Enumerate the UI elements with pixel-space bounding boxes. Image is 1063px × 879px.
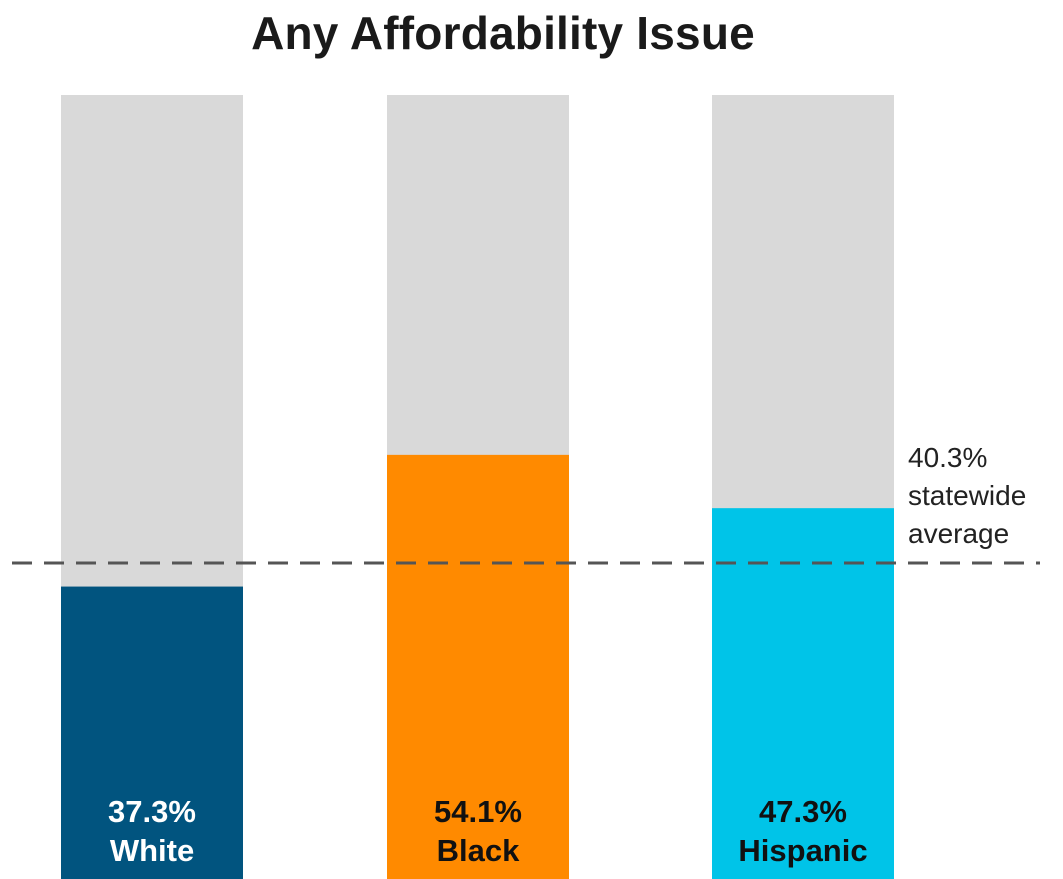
statewide-average-label-line-2: statewide — [908, 480, 1026, 511]
data-label-white: 37.3% — [108, 794, 196, 829]
category-label-black: Black — [437, 833, 520, 868]
statewide-average-label-line-3: average — [908, 518, 1009, 549]
bar-black — [387, 454, 569, 879]
data-label-black: 54.1% — [434, 794, 522, 829]
chart-title: Any Affordability Issue — [251, 7, 755, 59]
category-label-white: White — [110, 833, 194, 868]
bar-white — [61, 586, 243, 879]
statewide-average-label-line-1: 40.3% — [908, 442, 987, 473]
data-label-hispanic: 47.3% — [759, 794, 847, 829]
bar-hispanic — [712, 508, 894, 879]
category-label-hispanic: Hispanic — [738, 833, 867, 868]
